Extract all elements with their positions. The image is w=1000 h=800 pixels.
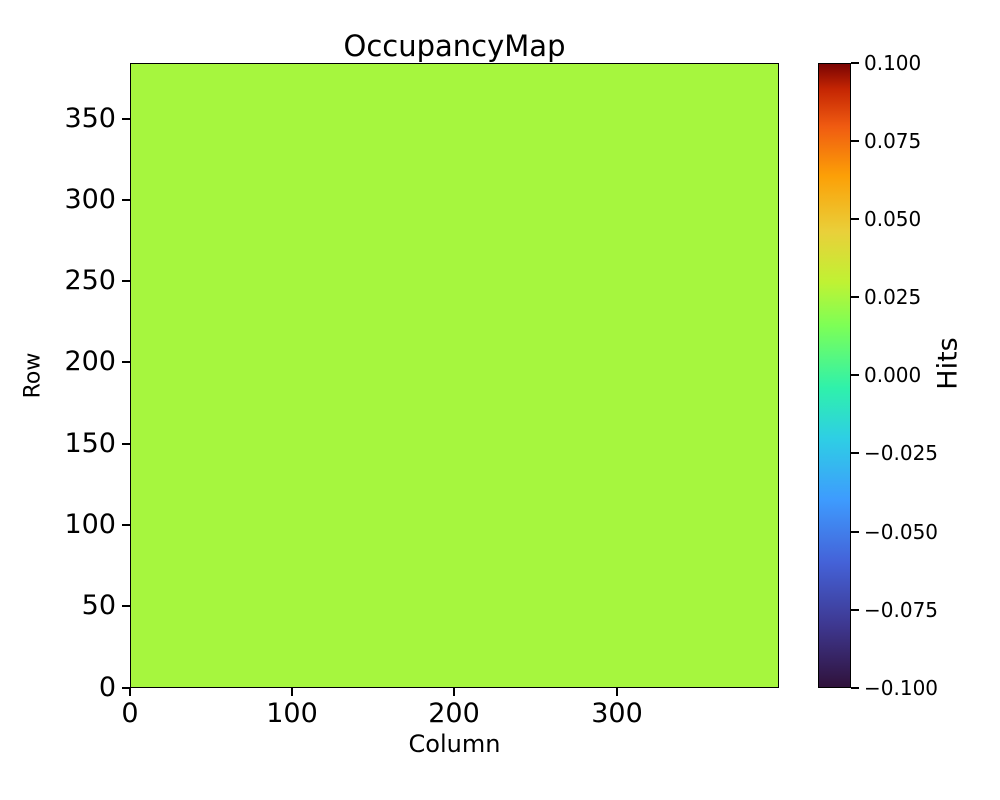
colorbar-tick-mark [851, 140, 859, 142]
colorbar-label: Hits [932, 337, 964, 390]
colorbar-tick-mark [851, 687, 859, 689]
colorbar-tick-label: 0.025 [864, 285, 922, 309]
x-tick-mark [616, 688, 618, 696]
colorbar-tick-mark [851, 452, 859, 454]
colorbar[interactable] [818, 63, 851, 688]
colorbar-tick-label: 0.100 [864, 51, 922, 75]
colorbar-tick-mark [851, 609, 859, 611]
x-tick-label: 0 [121, 698, 139, 729]
y-tick-label: 100 [64, 509, 116, 540]
y-tick-label: 200 [64, 346, 116, 377]
y-tick-label: 50 [81, 590, 116, 621]
x-tick-mark [291, 688, 293, 696]
y-tick-label: 350 [64, 103, 116, 134]
colorbar-tick-mark [851, 531, 859, 533]
x-tick-label: 200 [428, 698, 480, 729]
colorbar-tick-label: 0.050 [864, 207, 922, 231]
y-tick-mark [122, 199, 130, 201]
x-axis-label: Column [408, 730, 501, 758]
y-tick-mark [122, 280, 130, 282]
colorbar-tick-mark [851, 374, 859, 376]
y-tick-label: 150 [64, 428, 116, 459]
y-tick-mark [122, 605, 130, 607]
y-tick-mark [122, 443, 130, 445]
y-tick-label: 250 [64, 265, 116, 296]
colorbar-tick-label: 0.075 [864, 129, 922, 153]
colorbar-tick-label: −0.050 [864, 520, 939, 544]
page-title: OccupancyMap [343, 29, 566, 63]
colorbar-tick-label: 0.000 [864, 363, 922, 387]
colorbar-tick-mark [851, 218, 859, 220]
x-tick-mark [453, 688, 455, 696]
x-tick-label: 100 [266, 698, 318, 729]
colorbar-tick-mark [851, 296, 859, 298]
y-tick-label: 0 [98, 672, 116, 703]
x-tick-label: 300 [591, 698, 643, 729]
y-axis-label: Row [20, 352, 46, 399]
heatmap-axes[interactable] [130, 63, 779, 688]
colorbar-tick-mark [851, 62, 859, 64]
y-tick-mark [122, 524, 130, 526]
y-tick-mark [122, 361, 130, 363]
colorbar-tick-label: −0.075 [864, 598, 939, 622]
colorbar-tick-label: −0.025 [864, 441, 939, 465]
colorbar-tick-label: −0.100 [864, 676, 939, 700]
y-tick-mark [122, 118, 130, 120]
x-tick-mark [129, 688, 131, 696]
y-tick-mark [122, 687, 130, 689]
y-tick-label: 300 [64, 184, 116, 215]
heatmap-image [131, 64, 778, 687]
